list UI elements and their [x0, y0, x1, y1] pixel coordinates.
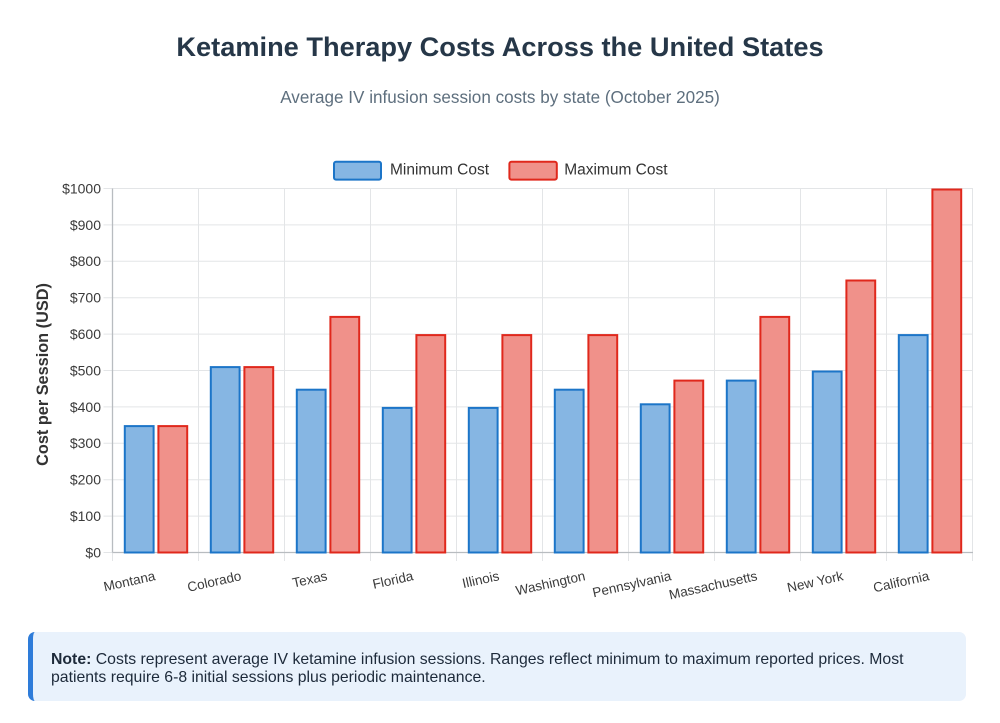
svg-text:California: California	[872, 568, 931, 595]
svg-text:Cost per Session (USD): Cost per Session (USD)	[34, 283, 52, 466]
svg-text:Washington: Washington	[514, 568, 586, 598]
svg-text:$900: $900	[70, 217, 101, 233]
svg-text:Pennsylvania: Pennsylvania	[591, 568, 673, 600]
svg-text:Illinois: Illinois	[461, 568, 501, 591]
svg-text:$600: $600	[70, 326, 101, 342]
svg-text:Colorado: Colorado	[186, 568, 243, 595]
svg-text:$200: $200	[70, 472, 101, 488]
svg-text:$300: $300	[70, 435, 101, 451]
svg-text:Minimum Cost: Minimum Cost	[390, 161, 490, 178]
svg-text:Texas: Texas	[291, 568, 329, 590]
svg-text:Maximum Cost: Maximum Cost	[564, 161, 668, 178]
svg-text:New York: New York	[786, 568, 845, 595]
svg-text:$800: $800	[70, 253, 101, 269]
svg-text:$1000: $1000	[62, 180, 101, 196]
svg-text:Florida: Florida	[371, 568, 415, 592]
svg-text:$500: $500	[70, 362, 101, 378]
svg-text:$400: $400	[70, 399, 101, 415]
svg-text:Massachusetts: Massachusetts	[667, 568, 758, 602]
svg-text:$100: $100	[70, 508, 101, 524]
svg-text:Montana: Montana	[102, 568, 157, 594]
svg-text:$700: $700	[70, 290, 101, 306]
svg-text:$0: $0	[85, 544, 101, 560]
